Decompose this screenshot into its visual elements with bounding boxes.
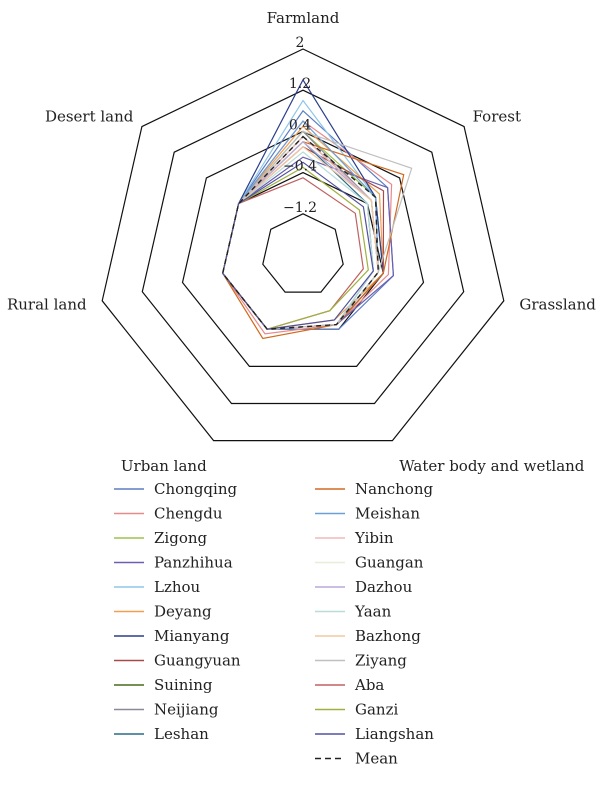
legend: Chongqing Chengdu Zigong Panzhihua Lzhou Deya… bbox=[114, 480, 434, 768]
grid-ring-0 bbox=[262, 213, 344, 293]
legend-entry: Yibin bbox=[315, 529, 394, 547]
legend-entry: Guangyuan bbox=[114, 652, 241, 670]
legend-entry: Nanchong bbox=[315, 480, 433, 498]
legend-label: Meishan bbox=[355, 505, 420, 523]
axis-label: Desert land bbox=[45, 108, 134, 126]
legend-entry: Dazhou bbox=[315, 578, 413, 596]
grid-ring-3 bbox=[141, 89, 465, 405]
legend-entry: Ganzi bbox=[315, 701, 398, 719]
legend-entry: Mean bbox=[315, 750, 398, 768]
legend-entry: Leshan bbox=[114, 725, 209, 743]
axis-label: Urban land bbox=[121, 457, 207, 475]
legend-entry: Neijiang bbox=[114, 701, 219, 719]
legend-entry: Zigong bbox=[114, 529, 208, 547]
legend-label: Neijiang bbox=[154, 701, 219, 719]
legend-entry: Aba bbox=[315, 676, 384, 694]
legend-label: Bazhong bbox=[355, 627, 421, 645]
radar-axis-labels: Farmland Forest Grassland Water body and we… bbox=[7, 9, 596, 475]
legend-entry: Liangshan bbox=[315, 725, 434, 743]
legend-entry: Deyang bbox=[114, 603, 212, 621]
legend-label: Panzhihua bbox=[154, 554, 233, 572]
legend-entry: Chongqing bbox=[114, 480, 237, 498]
legend-label: Aba bbox=[354, 676, 384, 694]
legend-label: Chengdu bbox=[154, 505, 223, 523]
legend-label: Suining bbox=[154, 676, 213, 694]
legend-label: Guangan bbox=[355, 554, 424, 572]
legend-entry: Yaan bbox=[315, 603, 392, 621]
legend-entry: Bazhong bbox=[315, 627, 421, 645]
axis-label: Rural land bbox=[7, 295, 87, 313]
legend-label: Liangshan bbox=[355, 725, 434, 743]
legend-label: Dazhou bbox=[355, 578, 413, 596]
legend-label: Ziyang bbox=[355, 652, 407, 670]
legend-label: Mean bbox=[355, 750, 398, 768]
legend-label: Mianyang bbox=[154, 627, 230, 645]
tick-label: −0.4 bbox=[283, 159, 317, 175]
legend-entry: Chengdu bbox=[114, 505, 223, 523]
legend-entry: Suining bbox=[114, 676, 213, 694]
legend-entry: Guangan bbox=[315, 554, 424, 572]
radar-grid bbox=[101, 48, 505, 442]
radar-tick-labels: −1.2 −0.4 0.4 1.2 2 bbox=[283, 35, 317, 216]
tick-label: 0.4 bbox=[289, 117, 311, 133]
legend-entry: Meishan bbox=[315, 505, 420, 523]
legend-label: Guangyuan bbox=[154, 652, 241, 670]
tick-label: −1.2 bbox=[283, 200, 317, 216]
radar-series bbox=[221, 78, 413, 340]
axis-label: Water body and wetland bbox=[399, 457, 584, 475]
legend-label: Leshan bbox=[154, 725, 209, 743]
legend-label: Zigong bbox=[154, 529, 208, 547]
legend-entry: Ziyang bbox=[315, 652, 407, 670]
series-line-liangshan bbox=[222, 161, 374, 330]
tick-label: 1.2 bbox=[289, 76, 311, 92]
axis-label: Forest bbox=[473, 108, 521, 126]
legend-label: Lzhou bbox=[154, 578, 201, 596]
legend-label: Yibin bbox=[354, 529, 394, 547]
axis-label: Farmland bbox=[267, 9, 340, 27]
legend-entry: Lzhou bbox=[114, 578, 201, 596]
legend-label: Nanchong bbox=[355, 480, 433, 498]
legend-entry: Mianyang bbox=[114, 627, 230, 645]
legend-entry: Panzhihua bbox=[114, 554, 233, 572]
legend-label: Chongqing bbox=[154, 480, 237, 498]
axis-label: Grassland bbox=[519, 295, 596, 313]
series-line-mean bbox=[221, 135, 380, 330]
legend-label: Yaan bbox=[354, 603, 392, 621]
legend-label: Deyang bbox=[154, 603, 212, 621]
tick-label: 2 bbox=[296, 35, 305, 51]
legend-label: Ganzi bbox=[355, 701, 398, 719]
grid-ring-4 bbox=[101, 48, 505, 442]
